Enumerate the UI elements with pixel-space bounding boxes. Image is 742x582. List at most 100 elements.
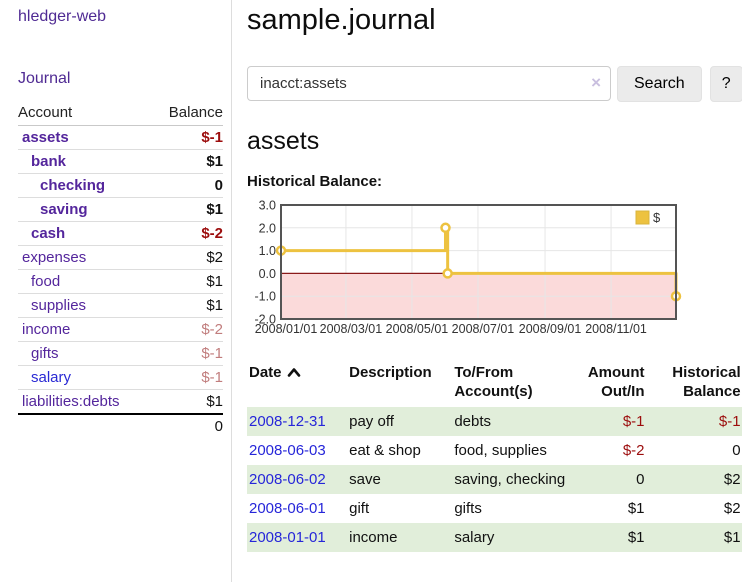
account-link-saving[interactable]: saving [40,201,88,218]
account-link-supplies[interactable]: supplies [31,297,87,314]
account-row: food $1 [18,269,223,294]
account-balance: 0 [214,177,223,194]
tofrom-column-header: To/From Account(s) [454,364,533,400]
transaction-historical-balance: $2 [723,500,741,517]
transaction-amount: $1 [627,500,645,517]
account-row: expenses $2 [18,245,223,270]
account-balance: $1 [206,153,223,170]
y-tick-label: 1.0 [259,244,276,258]
transaction-row: 2008-12-31 pay off debts $-1 $-1 [247,407,742,436]
account-link-food[interactable]: food [31,273,61,290]
account-heading: assets [247,127,320,155]
account-link-expenses[interactable]: expenses [22,249,87,266]
transaction-accounts: saving, checking [454,471,566,488]
transaction-row: 2008-06-02 save saving, checking 0 $2 [247,465,742,494]
help-button[interactable]: ? [709,66,742,102]
x-tick-label: 2008/11/01 [585,322,647,336]
transaction-accounts: food, supplies [454,442,547,459]
account-row: salary $-1 [18,365,223,390]
transaction-row: 2008-06-01 gift gifts $1 $2 [247,494,742,523]
search-form: × Search ? [247,66,742,102]
transaction-date-link[interactable]: 2008-12-31 [249,413,326,430]
legend-swatch [635,210,650,225]
transaction-description: eat & shop [349,442,421,459]
data-point-marker [440,222,451,234]
y-tick-label: -2.0 [254,313,276,327]
date-column-header[interactable]: Date [247,361,347,407]
account-link-bank[interactable]: bank [31,153,67,170]
account-row: saving $1 [18,197,223,222]
main-content: sample.journal × Search ? assets Histori… [232,0,742,582]
account-balance: $-1 [201,345,223,362]
account-link-salary[interactable]: salary [31,369,72,386]
historical-balance-column-header: Historical Balance [672,364,741,400]
account-balance: $1 [206,297,223,314]
transaction-accounts: salary [454,529,495,546]
account-link-assets[interactable]: assets [22,129,69,146]
account-row: bank $1 [18,149,223,174]
transaction-date-link[interactable]: 2008-06-03 [249,442,326,459]
account-link-income[interactable]: income [22,321,71,338]
account-row: income $-2 [18,317,223,342]
balance-chart: $3.0 2.0 1.0 0.0 -1.0 -2.0 2008/01/01 2008/03/0… [247,199,742,344]
account-link-gifts[interactable]: gifts [31,345,59,362]
page-title: sample.journal [247,4,436,36]
brand: hledger-web [18,8,223,26]
transaction-row: 2008-01-01 income salary $1 $1 [247,523,742,552]
account-balance: $1 [206,201,223,218]
account-row: supplies $1 [18,293,223,318]
chart-title-label: Historical Balance: [247,173,383,190]
account-balance: $-1 [201,369,223,386]
clear-search-icon[interactable]: × [591,73,601,92]
x-tick-label: 2008/03/01 [320,322,383,336]
y-tick-label: 0.0 [259,267,276,281]
search-input[interactable] [247,66,611,101]
x-tick-label: 2008/05/01 [386,322,449,336]
account-link-cash[interactable]: cash [31,225,66,242]
transaction-historical-balance: $2 [723,471,741,488]
sidebar: hledger-web Journal Account Balance asse… [0,0,232,582]
account-row: checking 0 [18,173,223,198]
y-tick-label: 2.0 [259,221,276,235]
transaction-amount: 0 [636,471,645,488]
accounts-total-value: 0 [214,418,223,435]
x-tick-label: 2008/09/01 [519,322,582,336]
brand-link[interactable]: hledger-web [18,8,107,25]
data-point-marker [442,268,453,279]
transaction-historical-balance: $1 [723,529,741,546]
transaction-description: save [349,471,381,488]
account-row: assets $-1 [18,126,223,150]
transaction-amount: $-2 [622,442,645,459]
transaction-date-link[interactable]: 2008-06-02 [249,471,326,488]
account-link-liabilities-debts[interactable]: liabilities:debts [22,393,120,410]
x-tick-label: 2008/01/01 [255,322,318,336]
plot-border [280,204,677,320]
transaction-amount: $1 [627,529,645,546]
accounts-table: Account Balance assets $-1 bank $1 checking 0… [18,101,223,438]
transaction-date-link[interactable]: 2008-06-01 [249,500,326,517]
transaction-date-link[interactable]: 2008-01-01 [249,529,326,546]
legend-label: $ [653,210,661,225]
search-button[interactable]: Search [617,66,702,102]
account-balance: $-2 [201,225,223,242]
search-box: × [247,66,611,102]
account-link-checking[interactable]: checking [40,177,106,194]
amount-column-header: Amount Out/In [587,364,645,400]
accounts-total-row: 0 [18,414,223,438]
transaction-description: income [349,529,398,546]
account-balance: $2 [206,249,223,266]
account-balance: $1 [206,273,223,290]
account-balance: $-2 [201,321,223,338]
transaction-row: 2008-06-03 eat & shop food, supplies $-2 0 [247,436,742,465]
transaction-description: gift [349,500,370,517]
sidebar-nav: Journal [18,70,223,88]
account-row: cash $-2 [18,221,223,246]
date-header-label: Date [249,364,282,381]
sidebar-item-journal[interactable]: Journal [18,70,71,87]
transaction-accounts: debts [454,413,492,430]
description-column-header: Description [349,364,432,381]
account-column-header: Account [18,104,73,121]
transaction-historical-balance: 0 [732,442,741,459]
y-tick-label: -1.0 [254,290,276,304]
